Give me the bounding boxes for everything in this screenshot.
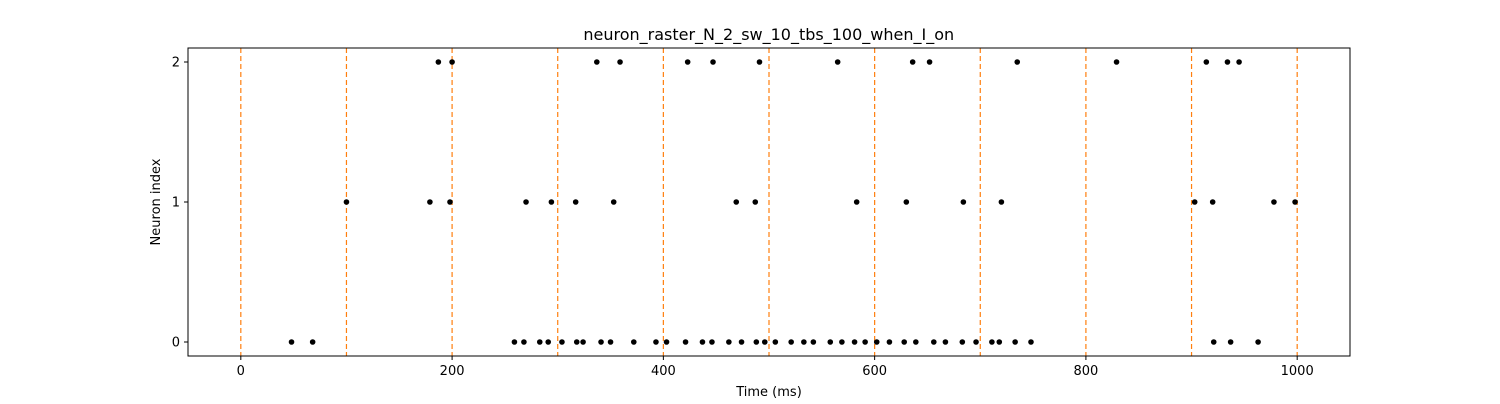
spike-point xyxy=(788,339,794,345)
spike-point xyxy=(834,59,841,65)
spike-point xyxy=(1224,59,1231,65)
spike-point xyxy=(435,59,442,65)
spike-point xyxy=(901,339,908,345)
spike-point xyxy=(996,339,1003,345)
spike-point xyxy=(998,199,1005,205)
spike-point xyxy=(772,339,779,345)
spike-point xyxy=(873,339,880,345)
plot-frame xyxy=(187,47,1351,357)
spike-point xyxy=(663,339,670,345)
spike-point xyxy=(726,339,732,345)
spike-point xyxy=(309,339,316,345)
y-tick-label: 0 xyxy=(172,336,180,351)
y-axis-ticks: 0 1 2 xyxy=(172,56,188,351)
y-tick-label: 1 xyxy=(172,196,180,211)
spike-point xyxy=(1210,339,1217,345)
spike-point xyxy=(598,339,604,345)
spike-point xyxy=(449,59,455,65)
spike-point xyxy=(752,199,759,205)
spike-point xyxy=(572,199,579,205)
spike-point xyxy=(343,199,350,205)
spike-point xyxy=(1209,199,1216,205)
spike-point xyxy=(447,199,453,205)
spike-point xyxy=(653,339,659,345)
spike-point xyxy=(523,199,529,205)
spike-point xyxy=(545,339,552,345)
spike-point xyxy=(827,339,834,345)
spike-point xyxy=(989,339,995,345)
spike-point xyxy=(710,59,716,65)
spike-point xyxy=(886,339,893,345)
spike-point xyxy=(733,199,740,205)
spike-point xyxy=(682,339,689,345)
spike-point xyxy=(1028,339,1034,345)
chart-title: neuron_raster_N_2_sw_10_tbs_100_when_I_o… xyxy=(583,25,954,45)
spike-point xyxy=(594,59,600,65)
spike-point xyxy=(909,59,916,65)
spike-point xyxy=(559,339,565,345)
y-axis-label: Neuron index xyxy=(149,158,164,245)
spike-point xyxy=(839,339,845,345)
spike-point xyxy=(960,199,967,205)
spike-point xyxy=(1271,199,1277,205)
spike-point xyxy=(1292,199,1298,205)
spike-point xyxy=(699,339,706,345)
spike-point xyxy=(1255,339,1261,345)
x-tick-label: 200 xyxy=(440,364,465,379)
spike-point xyxy=(756,59,763,65)
vertical-markers xyxy=(240,48,1298,356)
spike-point xyxy=(1012,339,1018,345)
spike-point xyxy=(573,339,580,345)
spike-points xyxy=(288,59,1298,345)
spike-point xyxy=(903,199,910,205)
spike-point xyxy=(753,339,760,345)
spike-point xyxy=(1191,199,1198,205)
spike-point xyxy=(761,339,768,345)
spike-point xyxy=(810,339,817,345)
y-tick-label: 2 xyxy=(172,56,180,71)
spike-point xyxy=(427,199,433,205)
spike-point xyxy=(973,339,979,345)
x-axis-label: Time (ms) xyxy=(735,385,802,400)
spike-point xyxy=(709,339,715,345)
spike-point xyxy=(580,339,586,345)
spike-point xyxy=(851,339,858,345)
spike-point xyxy=(548,199,555,205)
spike-point xyxy=(930,339,937,345)
x-tick-label: 800 xyxy=(1073,364,1098,379)
spike-point xyxy=(684,59,691,65)
spike-point xyxy=(521,339,527,345)
spike-point xyxy=(1113,59,1120,65)
spike-point xyxy=(853,199,860,205)
x-tick-label: 1000 xyxy=(1281,364,1314,379)
spike-point xyxy=(536,339,543,345)
spike-point xyxy=(1014,59,1021,65)
spike-point xyxy=(913,339,919,345)
x-tick-label: 600 xyxy=(862,364,887,379)
spike-point xyxy=(288,339,295,345)
spike-point xyxy=(610,199,617,205)
spike-point xyxy=(862,339,868,345)
spike-point xyxy=(617,59,623,65)
spike-point xyxy=(738,339,745,345)
spike-point xyxy=(801,339,807,345)
spike-point xyxy=(926,59,933,65)
spike-point xyxy=(959,339,966,345)
spike-point xyxy=(511,339,518,345)
x-tick-label: 0 xyxy=(237,364,245,379)
x-axis-ticks: 0 200 400 600 800 1000 xyxy=(237,356,1314,379)
spike-point xyxy=(607,339,614,345)
spike-point xyxy=(1203,59,1210,65)
spike-point xyxy=(630,339,637,345)
x-tick-label: 400 xyxy=(651,364,676,379)
spike-point xyxy=(1227,339,1234,345)
spike-point xyxy=(1236,59,1242,65)
spike-point xyxy=(942,339,949,345)
